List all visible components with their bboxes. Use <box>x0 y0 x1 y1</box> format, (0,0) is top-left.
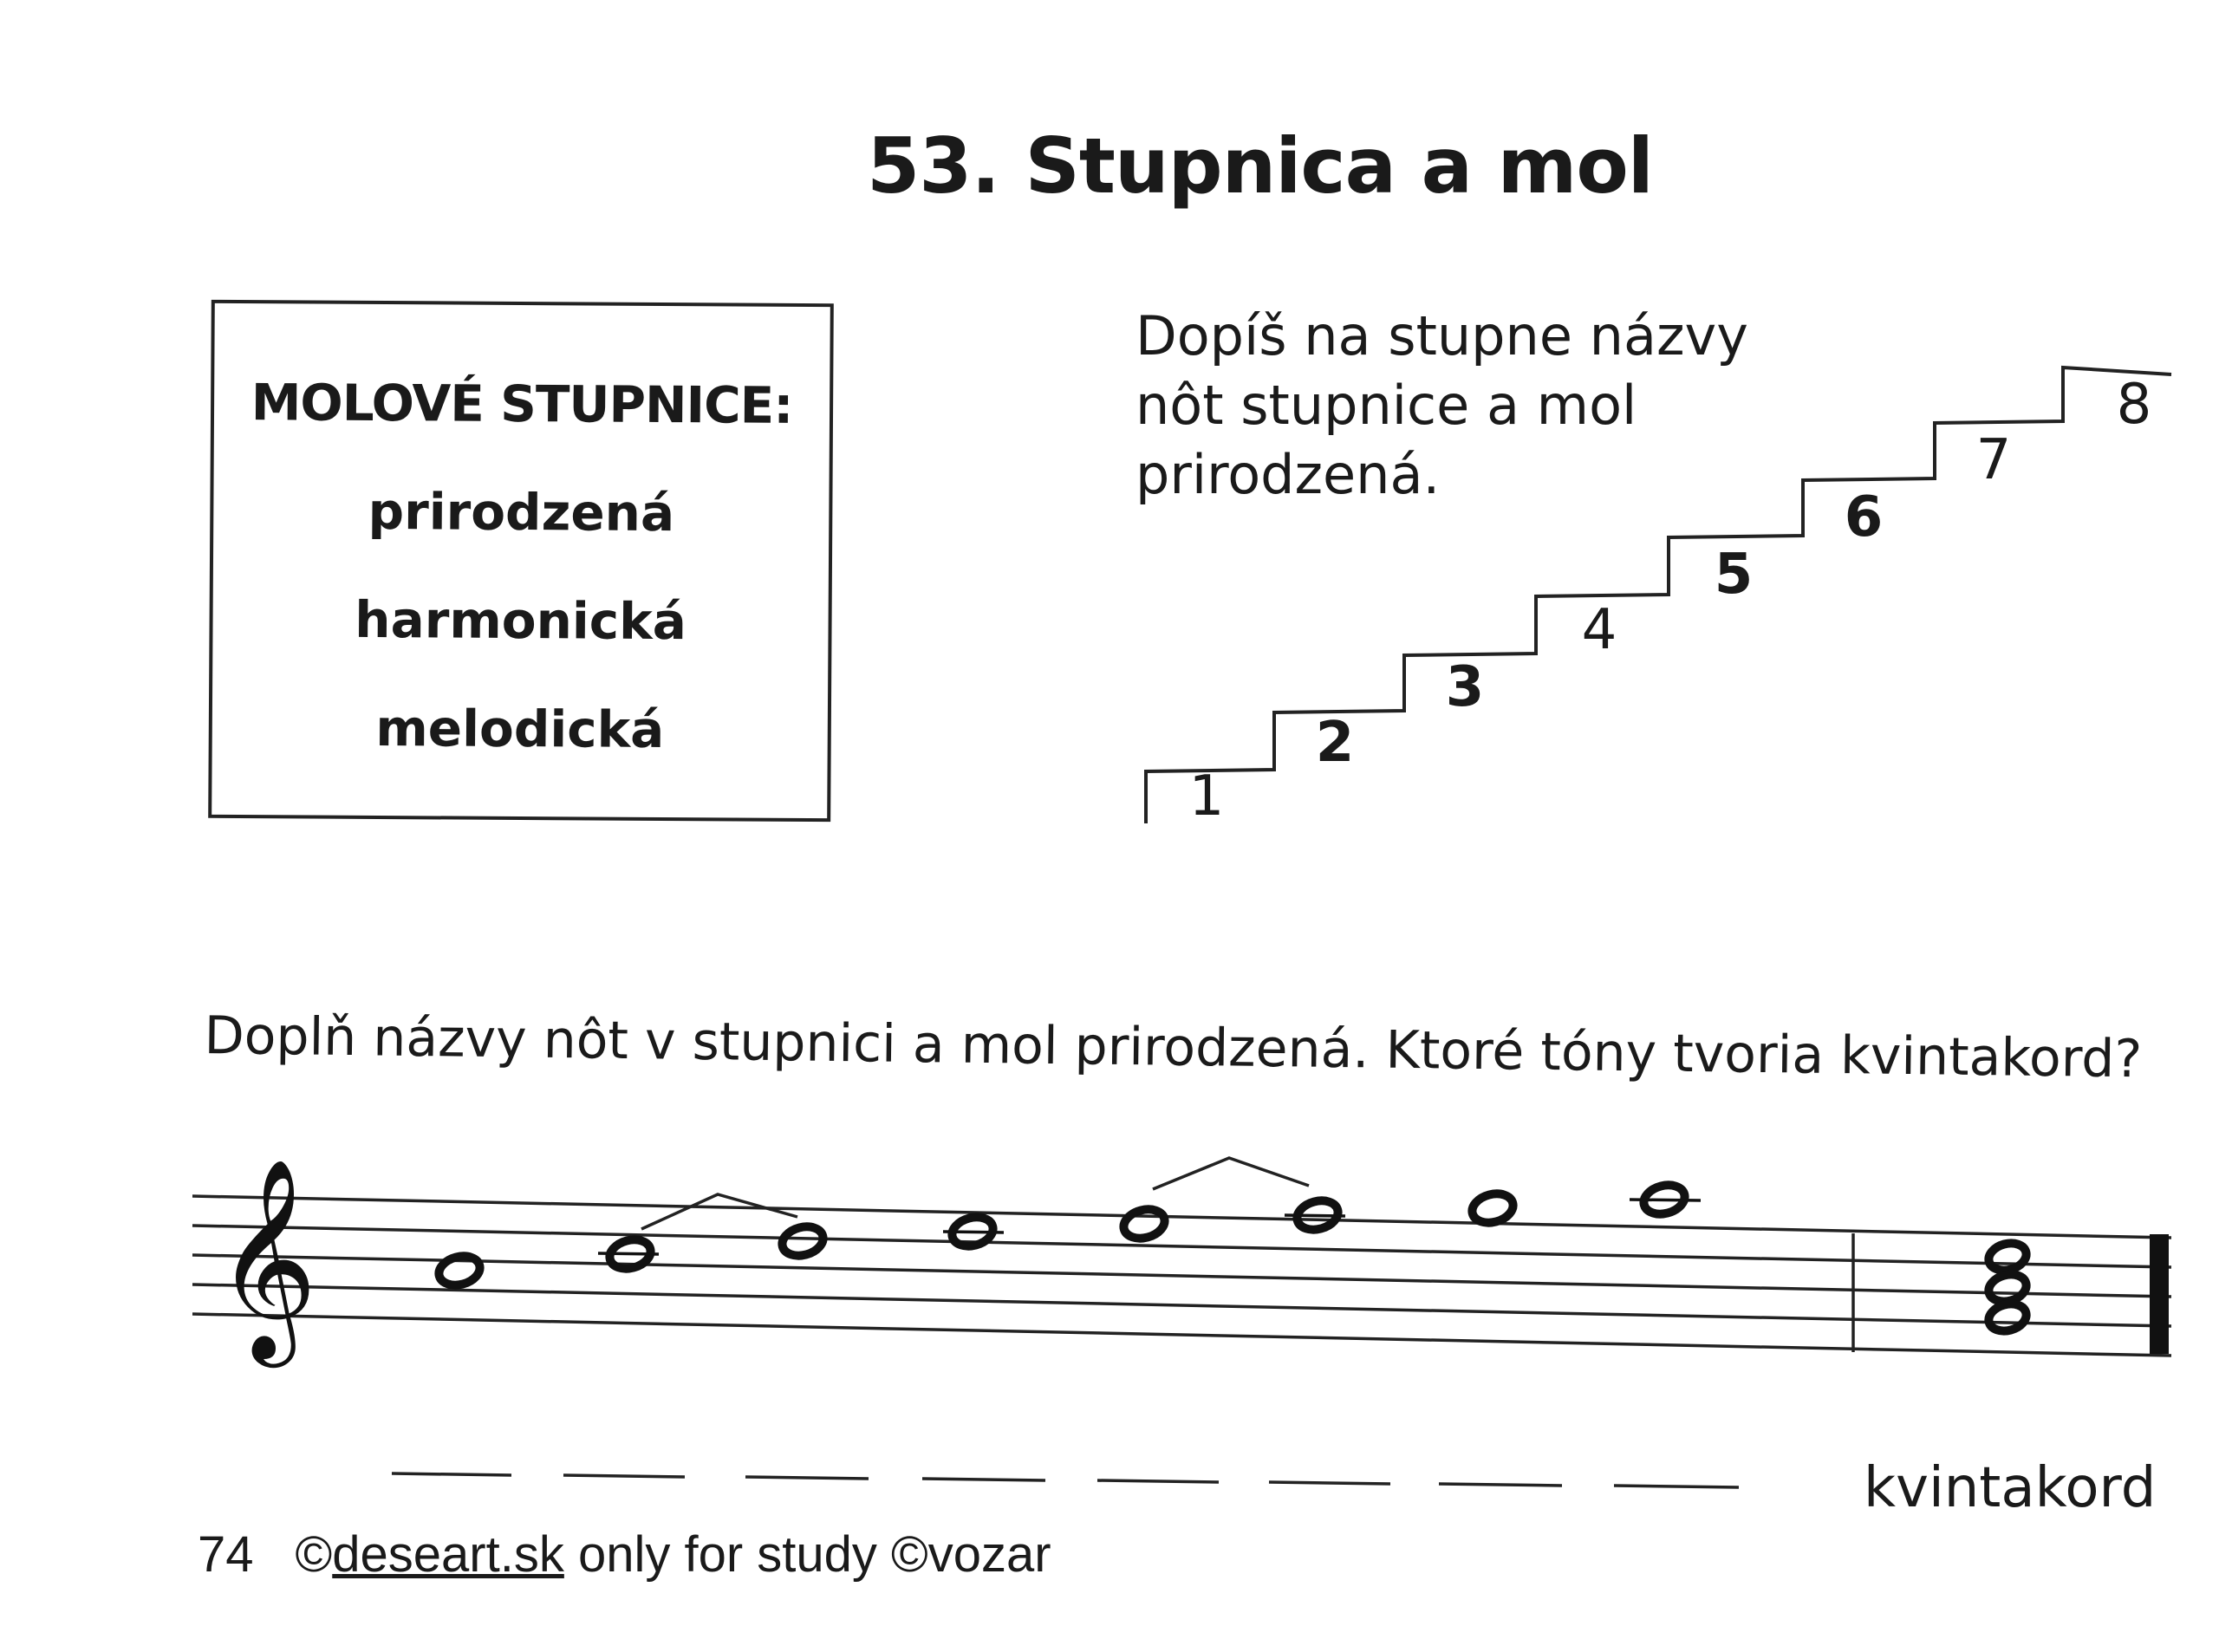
whole-note <box>1629 1180 1702 1219</box>
step-number-3: 3 <box>1446 655 1485 719</box>
footer: 74 ©deseart.sk only for study ©vozar <box>198 1525 1051 1584</box>
instruction-line: Dopíš na stupne názvy <box>1136 304 1748 367</box>
step-number-8: 8 <box>2117 373 2152 437</box>
answer-blank[interactable] <box>921 1477 1046 1482</box>
kvintakord-chord <box>1984 1239 2031 1336</box>
staircase-outline <box>1144 365 2172 823</box>
step-number-4: 4 <box>1582 598 1617 662</box>
final-barline <box>2150 1234 2169 1354</box>
answer-blank[interactable] <box>563 1473 686 1479</box>
answer-blank[interactable] <box>1268 1480 1391 1486</box>
copyright-prefix: © <box>295 1526 333 1583</box>
instruction-line: nôt stupnice a mol <box>1136 374 1637 437</box>
scale-notes <box>434 1180 1702 1290</box>
instruction-line: prirodzená. <box>1136 443 1441 506</box>
step-number-2: 2 <box>1316 711 1355 775</box>
answer-blank[interactable] <box>745 1475 869 1480</box>
semitone-bracket <box>641 1193 798 1231</box>
whole-note <box>778 1222 828 1260</box>
whole-note <box>1119 1205 1169 1243</box>
music-staff <box>192 1194 2172 1357</box>
step-number-1: 1 <box>1189 764 1225 829</box>
step-number-5: 5 <box>1715 543 1754 607</box>
whole-note <box>434 1252 485 1290</box>
treble-clef-icon: 𝄞 <box>215 1157 317 1368</box>
page-number: 74 <box>198 1526 254 1583</box>
semitone-bracket <box>1152 1156 1310 1191</box>
answer-blank[interactable] <box>1613 1484 1740 1489</box>
deseart-link[interactable]: deseart.sk <box>332 1526 564 1583</box>
answer-blank[interactable] <box>1096 1479 1220 1484</box>
whole-note <box>1467 1189 1518 1227</box>
answer-blank[interactable] <box>391 1472 512 1477</box>
answer-blanks <box>391 1472 1740 1489</box>
page-title: 53. Stupnica a mol <box>867 121 1654 211</box>
whole-note <box>597 1235 660 1273</box>
footer-suffix: only for study ©vozar <box>563 1526 1051 1583</box>
step-number-7: 7 <box>1976 428 2012 492</box>
answer-blank[interactable] <box>1438 1482 1563 1487</box>
step-number-6: 6 <box>1845 485 1884 550</box>
stairs-instruction: Dopíš na stupne názvy nôt stupnice a mol… <box>1136 302 1748 510</box>
whole-note <box>1284 1196 1346 1234</box>
whole-note <box>942 1213 1005 1251</box>
kvintakord-label: kvintakord <box>1864 1456 2157 1520</box>
